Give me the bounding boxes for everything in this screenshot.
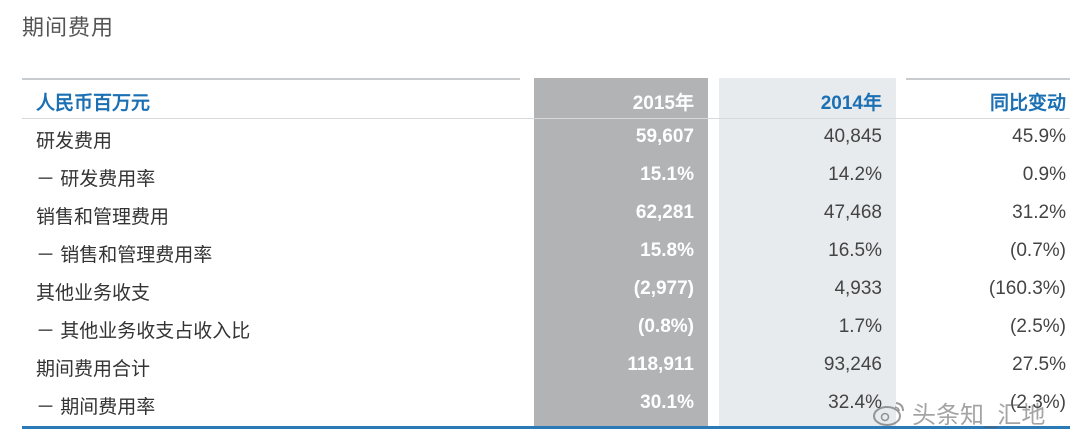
row-value-2014: 40,845	[823, 126, 882, 147]
weibo-logo-icon	[872, 399, 906, 427]
row-value-2015: 118,911	[627, 354, 694, 375]
row-value-2014: 14.2%	[828, 164, 882, 185]
row-value-2014: 4,933	[834, 278, 882, 299]
row-label: － 期间费用率	[36, 397, 156, 418]
table-row: 期间费用合计 118,911 93,246 27.5%	[0, 346, 1080, 384]
row-value-2014: 32.4%	[828, 392, 882, 413]
row-value-change: (0.7%)	[1010, 240, 1066, 261]
row-value-2015: (0.8%)	[638, 316, 694, 337]
page-title: 期间费用	[22, 15, 115, 40]
row-value-change: 31.2%	[1012, 202, 1066, 223]
column-2015-background	[534, 78, 708, 428]
row-value-change: (160.3%)	[988, 278, 1066, 299]
watermark: 头条知_汇地	[872, 395, 1045, 430]
row-value-2014: 1.7%	[838, 316, 882, 337]
row-value-change: (2.5%)	[1010, 316, 1066, 337]
row-label: 研发费用	[36, 131, 113, 152]
row-label: － 销售和管理费用率	[36, 245, 213, 266]
row-value-2015: 59,607	[635, 126, 694, 147]
top-rule-label	[22, 78, 520, 80]
row-value-change: 27.5%	[1012, 354, 1066, 375]
table-row: － 期间费用率 30.1% 32.4% (2.3%)	[0, 384, 1080, 422]
table-row: 其他业务收支 (2,977) 4,933 (160.3%)	[0, 270, 1080, 308]
header-2014: 2014年	[820, 93, 882, 114]
row-value-2015: 30.1%	[640, 392, 694, 413]
row-value-2015: 15.8%	[640, 240, 694, 261]
table-row: － 其他业务收支占收入比 (0.8%) 1.7% (2.5%)	[0, 308, 1080, 346]
row-value-2015: 15.1%	[640, 164, 694, 185]
header-2015: 2015年	[632, 93, 694, 114]
row-value-2014: 16.5%	[828, 240, 882, 261]
top-rule-change	[906, 78, 1070, 80]
row-value-change: (2.3%)	[1010, 392, 1066, 413]
row-value-change: 45.9%	[1012, 126, 1066, 147]
column-2014-background	[719, 78, 896, 428]
row-label: 销售和管理费用	[36, 207, 170, 228]
table-bottom-rule	[22, 426, 1070, 429]
row-label: － 其他业务收支占收入比	[36, 321, 251, 342]
header-unit-label: 人民币百万元	[36, 93, 151, 114]
row-value-2014: 93,246	[823, 354, 882, 375]
table-row: － 销售和管理费用率 15.8% 16.5% (0.7%)	[0, 232, 1080, 270]
table-row: 研发费用 59,607 40,845 45.9%	[0, 118, 1080, 156]
header-change: 同比变动	[989, 93, 1066, 114]
row-label: 期间费用合计	[36, 359, 151, 380]
row-label: － 研发费用率	[36, 169, 156, 190]
row-value-2015: (2,977)	[633, 278, 694, 299]
column-change-background	[906, 78, 1070, 428]
table-row: 销售和管理费用 62,281 47,468 31.2%	[0, 194, 1080, 232]
table-row: － 研发费用率 15.1% 14.2% 0.9%	[0, 156, 1080, 194]
header-divider	[22, 118, 1070, 119]
row-value-2014: 47,468	[823, 202, 882, 223]
row-value-2015: 62,281	[635, 202, 694, 223]
row-label: 其他业务收支	[36, 283, 151, 304]
watermark-text: 头条知_汇地	[912, 402, 1046, 429]
row-value-change: 0.9%	[1022, 164, 1066, 185]
